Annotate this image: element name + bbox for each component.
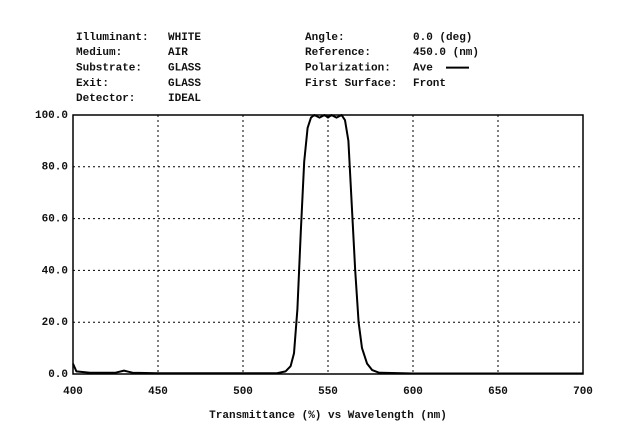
y-tick-label: 0.0 <box>48 369 68 381</box>
x-tick-label: 700 <box>573 386 593 398</box>
y-tick-label: 20.0 <box>42 317 68 329</box>
info-value: 450.0 (nm) <box>413 47 479 59</box>
info-label: Substrate: <box>76 63 142 75</box>
info-value: AIR <box>168 47 188 59</box>
x-tick-label: 500 <box>233 386 253 398</box>
info-value: IDEAL <box>168 93 201 105</box>
info-value: GLASS <box>168 63 201 75</box>
info-value: WHITE <box>168 32 201 44</box>
x-tick-label: 400 <box>63 386 83 398</box>
info-value: GLASS <box>168 78 201 90</box>
y-tick-label: 80.0 <box>42 162 68 174</box>
y-tick-label: 60.0 <box>42 214 68 226</box>
info-label: Polarization: <box>305 63 391 75</box>
x-tick-label: 450 <box>148 386 168 398</box>
info-value: Ave <box>413 63 433 75</box>
info-label: First Surface: <box>305 78 397 90</box>
x-tick-label: 650 <box>488 386 508 398</box>
info-label: Angle: <box>305 32 345 44</box>
data-line <box>72 114 583 375</box>
info-label: Medium: <box>76 47 122 59</box>
y-tick-label: 40.0 <box>42 265 68 277</box>
plot-frame <box>72 114 584 375</box>
info-value: 0.0 (deg) <box>413 32 472 44</box>
info-label: Reference: <box>305 47 371 59</box>
x-axis-label: Transmittance (%) vs Wavelength (nm) <box>209 410 447 422</box>
x-tick-label: 550 <box>318 386 338 398</box>
info-label: Illuminant: <box>76 32 149 44</box>
y-tick-label: 100.0 <box>35 110 68 122</box>
info-value: Front <box>413 78 446 90</box>
info-label: Exit: <box>76 78 109 90</box>
x-tick-label: 600 <box>403 386 423 398</box>
info-label: Detector: <box>76 93 135 105</box>
